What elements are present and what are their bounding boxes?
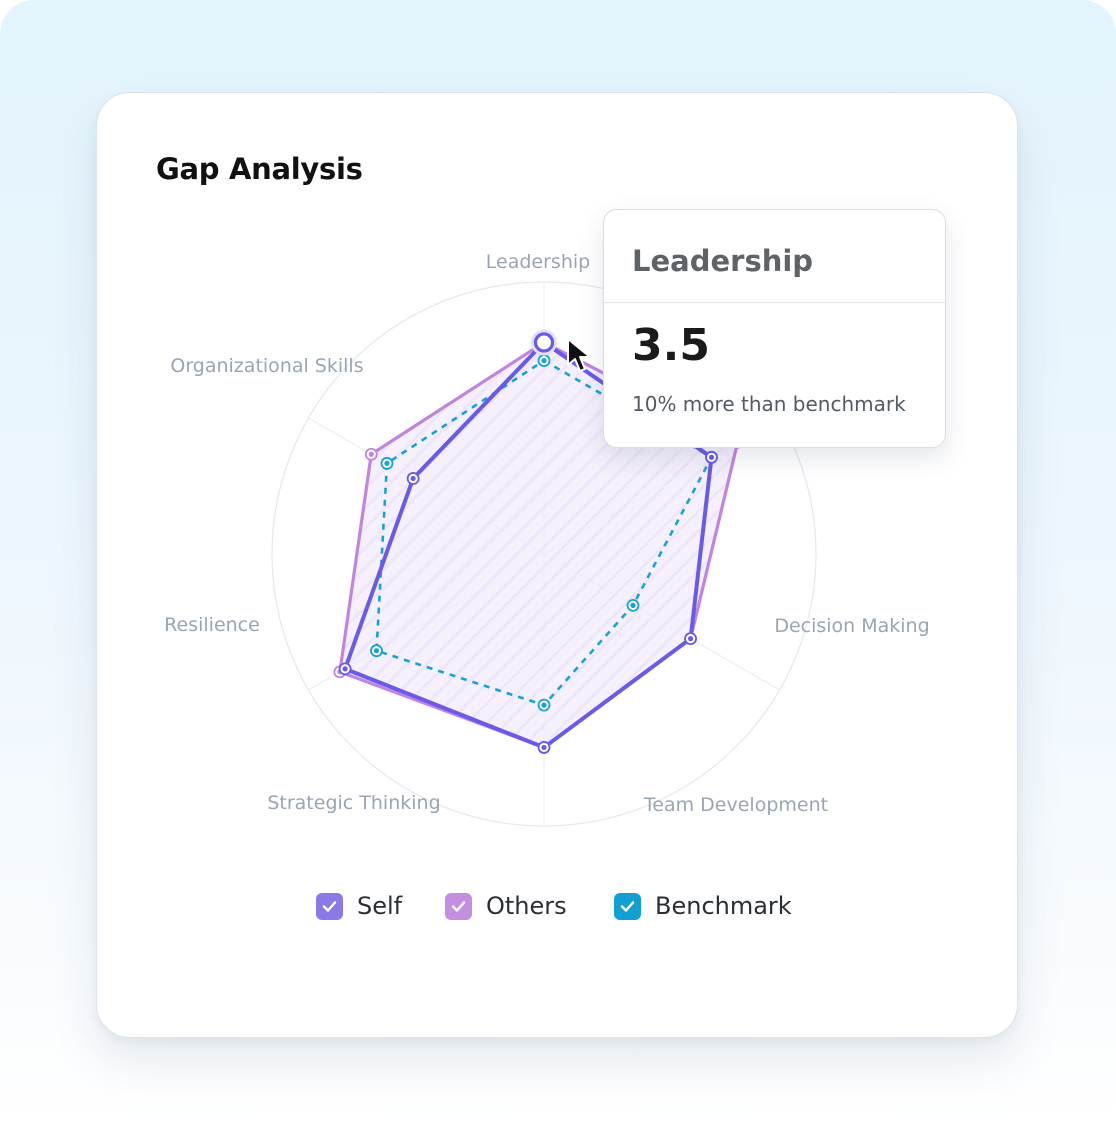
chart-tooltip: Leadership 3.5 10% more than benchmark — [603, 209, 946, 448]
series-point-center — [384, 460, 390, 466]
tooltip-note: 10% more than benchmark — [632, 392, 906, 416]
mouse-pointer-icon — [567, 338, 591, 372]
series-point-center — [687, 636, 694, 642]
legend-label-benchmark: Benchmark — [655, 892, 792, 920]
series-point-center — [410, 475, 416, 482]
series-point-self[interactable] — [533, 332, 555, 353]
axis-label: Leadership — [486, 251, 590, 273]
axis-label: Strategic Thinking — [267, 792, 440, 814]
series-point-center — [342, 666, 348, 672]
series-point-center — [541, 702, 547, 708]
series-point-center — [630, 602, 636, 608]
axis-label: Resilience — [164, 614, 260, 636]
card-title: Gap Analysis — [156, 152, 363, 186]
series-point-center — [708, 454, 715, 460]
legend-item-others[interactable]: Others — [445, 888, 567, 924]
series-point-center — [541, 744, 547, 751]
axis-label: Decision Making — [774, 615, 929, 637]
legend-label-others: Others — [486, 892, 567, 920]
chart-legend: Self Others Benchmark — [0, 888, 1116, 924]
legend-item-benchmark[interactable]: Benchmark — [614, 888, 792, 924]
tooltip-title: Leadership — [632, 244, 814, 278]
legend-item-self[interactable]: Self — [316, 888, 402, 924]
series-point-center — [541, 357, 547, 364]
self-checkbox-icon[interactable] — [316, 892, 343, 920]
legend-label-self: Self — [357, 892, 403, 920]
axis-label: Team Development — [643, 794, 828, 816]
axis-label: Organizational Skills — [170, 355, 363, 377]
series-point-center — [368, 451, 374, 457]
benchmark-checkbox-icon[interactable] — [614, 892, 641, 920]
tooltip-divider — [604, 302, 945, 303]
series-point-center — [373, 648, 380, 654]
tooltip-value: 3.5 — [632, 320, 710, 371]
others-checkbox-icon[interactable] — [445, 892, 472, 920]
